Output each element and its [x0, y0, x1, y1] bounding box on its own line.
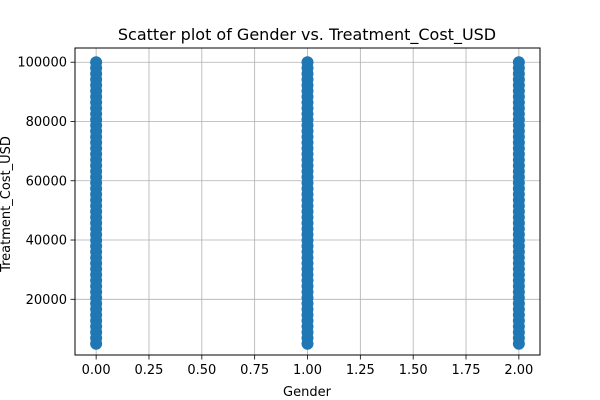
data-points — [90, 56, 525, 350]
data-point — [301, 56, 314, 69]
y-tick-label: 80000 — [26, 115, 67, 130]
x-tick-label: 1.00 — [293, 363, 322, 378]
y-tick-label: 20000 — [26, 293, 67, 308]
y-tick-label: 40000 — [26, 234, 67, 249]
data-point — [90, 56, 103, 69]
y-axis-label: Treatment_Cost_USD — [0, 136, 14, 273]
chart-title: Scatter plot of Gender vs. Treatment_Cos… — [118, 25, 496, 45]
y-tick-label: 60000 — [26, 174, 67, 189]
x-tick-label: 1.25 — [346, 363, 375, 378]
data-point — [512, 56, 525, 69]
x-tick-label: 0.00 — [82, 363, 111, 378]
x-tick-label: 1.50 — [399, 363, 428, 378]
x-tick-label: 0.75 — [240, 363, 269, 378]
x-tick-label: 1.75 — [452, 363, 481, 378]
y-tick-label: 100000 — [17, 56, 67, 71]
axis-ticks: 0.00 0.25 0.50 0.75 1.00 1.25 1.50 1.75 2.00 2000… — [17, 56, 533, 378]
x-tick-label: 0.50 — [187, 363, 216, 378]
x-tick-label: 2.00 — [504, 363, 533, 378]
x-axis-label: Gender — [283, 385, 332, 400]
x-tick-label: 0.25 — [135, 363, 164, 378]
